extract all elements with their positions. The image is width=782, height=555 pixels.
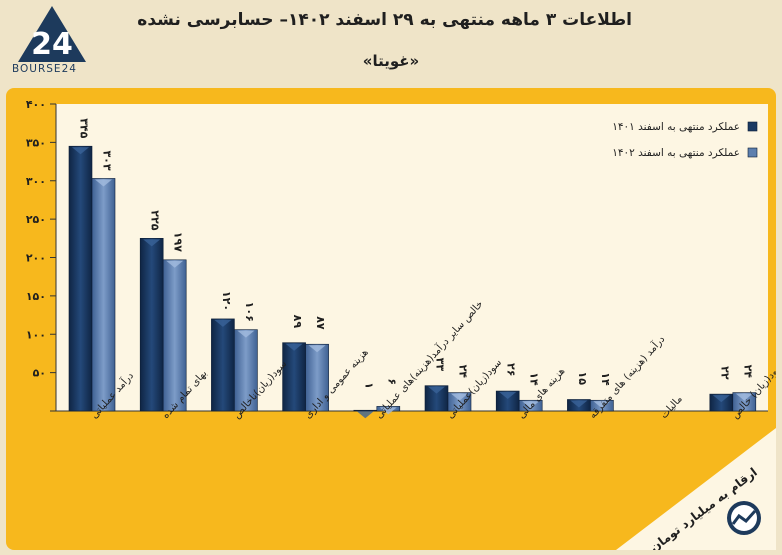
page-title: اطلاعات ۳ ماهه منتهی به ۲۹ اسفند ۱۴۰۲– ح… [137,10,632,30]
header: 24 BOURSE24 اطلاعات ۳ ماهه منتهی به ۲۹ ا… [0,0,782,88]
y-tick-label: ۱۰۰ [26,328,46,341]
page-subtitle: «غویتا» [362,52,420,70]
bar-bevel [428,386,445,394]
bar-bevel [285,343,303,351]
bar-value-label: ۳۳ [434,358,447,372]
bar-bevel [95,179,112,187]
svg-text:24: 24 [31,27,73,62]
bourse24-logo: 24 [18,6,86,62]
bar [447,392,472,412]
y-tick-label: ۳۵۰ [26,136,46,149]
chart-frame: ۵۰ ۱۰۰ ۱۵۰ ۲۰۰ ۲۵۰ ۳۰۰ ۳۵۰ ۴۰۰ ۳۴۵ ۳۰۳ ۲۲۵ ۱۹۷ ۱۲۰ ۱… [6,88,776,550]
bar-bevel [72,147,89,155]
bar-value-label: ۲۴ [457,365,470,379]
bar [211,318,235,412]
bar-value-label: ۸۹ [291,315,304,329]
bar [305,343,329,412]
bar-bevel [237,330,255,338]
bar-value-label: ۱۰۶ [243,302,256,322]
bar-bevel [214,319,232,327]
bar [282,342,306,412]
bar-bevel [166,260,184,268]
bar-value-label: ۱۵ [576,371,589,385]
bar-value-label: ۱۹۷ [172,232,185,252]
bar-value-label: ۱۴ [599,372,612,386]
trend-icon [727,501,761,535]
legend-swatch [747,147,758,158]
bar-bevel [570,400,588,408]
bar-value-label: ۳۰۳ [101,150,114,170]
bar-value-label: ۲۶ [505,363,518,376]
legend-label: عملکرد منتهی به اسفند ۱۴۰۱ [612,121,740,133]
bar [139,238,164,412]
y-tick-label: ۴۰۰ [26,98,46,111]
bars: ۳۴۵ ۳۰۳ ۲۲۵ ۱۹۷ ۱۲۰ ۱۰۶ ۸۹ ۸۷ ۱ ۶ ۳۳ ۲۴ ۲۶ ۱۴ ۱۵ ۱۴ ۲۲ ۲۴ [68,118,757,419]
bar-value-label: ۶ [385,378,398,385]
bar-bevel [593,401,611,409]
bar-bevel [522,401,540,409]
bar [353,409,378,412]
bar-bevel [712,395,730,403]
bar-value-label: ۲۴ [741,365,754,379]
y-axis: ۵۰ ۱۰۰ ۱۵۰ ۲۰۰ ۲۵۰ ۳۰۰ ۳۵۰ ۴۰۰ [26,98,768,412]
bar-bevel [308,345,326,353]
y-tick-label: ۳۰۰ [26,175,46,188]
bar-value-label: ۳۴۵ [78,118,91,138]
legend: عملکرد منتهی به اسفند ۱۴۰۱ عملکرد منتهی ب… [612,121,758,159]
bar [732,392,757,412]
bar-value-label: ۱۴ [528,372,541,386]
bar-bevel [143,239,161,247]
bar [68,145,93,412]
legend-swatch [747,121,758,132]
bar-bevel [451,393,468,401]
bar-value-label: ۲۲۵ [149,210,162,230]
y-tick-label: ۱۵۰ [26,290,46,303]
bar-value-label: ۱ [362,382,375,389]
bar-bevel [499,392,517,400]
y-tick-label: ۲۰۰ [26,252,46,265]
bar [91,178,116,412]
bar-bevel [356,411,374,419]
bar-value-label: ۸۷ [314,316,327,330]
bar-value-label: ۲۲ [718,366,731,380]
bar [234,329,258,412]
bar-value-label: ۱۲۰ [220,291,233,311]
legend-label: عملکرد منتهی به اسفند ۱۴۰۲ [612,147,740,159]
bar-chart: ۵۰ ۱۰۰ ۱۵۰ ۲۰۰ ۲۵۰ ۳۰۰ ۳۵۰ ۴۰۰ ۳۴۵ ۳۰۳ ۲۲۵ ۱۹۷ ۱۲۰ ۱… [26,98,776,550]
y-tick-label: ۵۰ [33,367,46,380]
bar-bevel [735,393,753,401]
y-tick-label: ۲۵۰ [26,213,46,226]
bar [162,259,187,412]
bar-bevel [379,407,397,415]
logo-text: BOURSE24 [12,63,77,75]
